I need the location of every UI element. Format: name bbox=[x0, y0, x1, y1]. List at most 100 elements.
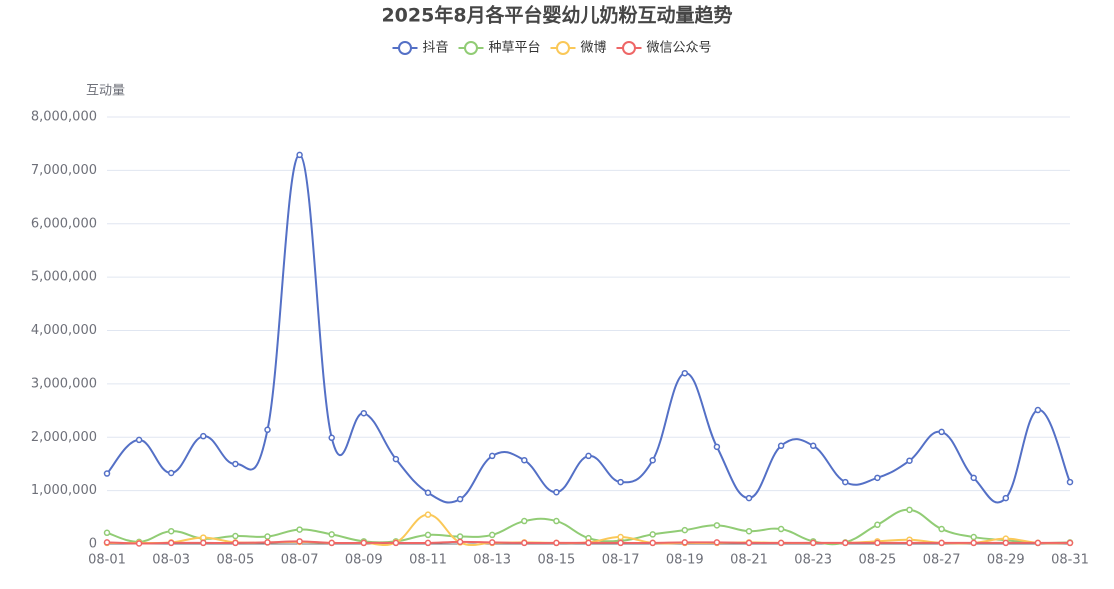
x-tick-label: 08-29 bbox=[987, 553, 1025, 568]
data-point bbox=[167, 469, 175, 477]
legend-icon[interactable] bbox=[622, 41, 636, 55]
data-point bbox=[167, 539, 175, 547]
data-point bbox=[456, 538, 464, 546]
data-point bbox=[424, 531, 432, 539]
data-point bbox=[938, 539, 945, 547]
x-tick-label: 08-27 bbox=[923, 553, 961, 568]
x-tick-label: 08-03 bbox=[152, 553, 190, 568]
y-tick-label: 6,000,000 bbox=[31, 216, 97, 231]
data-point bbox=[521, 539, 528, 547]
data-point bbox=[809, 539, 817, 547]
data-point bbox=[617, 539, 624, 547]
y-tick-label: 1,000,000 bbox=[31, 483, 97, 498]
data-point bbox=[1002, 539, 1010, 547]
data-point bbox=[424, 489, 432, 497]
data-point bbox=[232, 532, 239, 540]
data-point bbox=[681, 526, 689, 534]
data-point bbox=[103, 539, 111, 546]
data-point bbox=[681, 539, 689, 546]
data-point bbox=[777, 539, 785, 547]
data-point bbox=[585, 539, 592, 547]
x-tick-label: 08-15 bbox=[538, 553, 576, 568]
data-point bbox=[135, 540, 143, 547]
data-point bbox=[488, 452, 496, 460]
data-point bbox=[649, 539, 656, 547]
y-tick-label: 3,000,000 bbox=[31, 376, 97, 391]
x-tick-label: 08-05 bbox=[217, 553, 255, 568]
x-tick-label: 08-25 bbox=[859, 553, 897, 568]
data-point bbox=[874, 521, 881, 529]
data-point bbox=[488, 539, 496, 546]
data-point bbox=[809, 442, 817, 450]
y-tick-label: 8,000,000 bbox=[31, 110, 97, 125]
data-point bbox=[328, 531, 335, 538]
data-point bbox=[328, 434, 335, 442]
data-point bbox=[103, 470, 111, 477]
data-point bbox=[1002, 494, 1010, 502]
legend-label[interactable]: 种草平台 bbox=[489, 41, 541, 56]
legend-icon[interactable] bbox=[398, 41, 412, 55]
data-point bbox=[617, 533, 624, 541]
x-tick-label: 08-31 bbox=[1051, 553, 1089, 568]
x-tick-label: 08-17 bbox=[602, 553, 640, 568]
legend-icon[interactable] bbox=[556, 41, 570, 55]
data-point bbox=[103, 529, 111, 537]
data-point bbox=[713, 539, 721, 546]
y-tick-label: 7,000,000 bbox=[31, 163, 97, 178]
data-point bbox=[713, 522, 721, 529]
series-line bbox=[106, 153, 1071, 504]
data-point bbox=[649, 531, 656, 538]
data-point bbox=[938, 525, 945, 533]
data-point bbox=[906, 457, 913, 464]
data-point bbox=[360, 409, 368, 417]
data-point bbox=[392, 539, 400, 547]
data-point bbox=[392, 455, 400, 463]
data-point bbox=[424, 511, 432, 518]
x-tick-label: 08-21 bbox=[730, 553, 768, 568]
legend-label[interactable]: 微博 bbox=[581, 41, 607, 56]
data-point bbox=[200, 432, 207, 440]
legend-label[interactable]: 抖音 bbox=[423, 40, 449, 56]
data-point bbox=[521, 456, 528, 464]
data-point bbox=[874, 474, 881, 482]
data-point bbox=[1034, 406, 1042, 414]
data-point bbox=[296, 526, 303, 533]
data-point bbox=[777, 442, 785, 450]
data-point bbox=[874, 539, 881, 547]
data-point bbox=[745, 494, 753, 502]
data-point bbox=[617, 478, 624, 486]
x-tick-label: 08-11 bbox=[409, 553, 447, 568]
x-tick-label: 08-09 bbox=[345, 553, 383, 568]
data-point bbox=[200, 539, 207, 547]
data-point bbox=[777, 525, 785, 533]
data-point bbox=[906, 539, 913, 547]
data-point bbox=[553, 488, 560, 496]
data-point bbox=[970, 533, 977, 541]
data-point bbox=[938, 428, 945, 436]
data-point bbox=[264, 533, 271, 540]
data-point bbox=[456, 495, 464, 503]
data-point bbox=[713, 443, 721, 451]
data-point bbox=[842, 478, 849, 486]
y-tick-label: 4,000,000 bbox=[31, 323, 97, 338]
data-point bbox=[745, 539, 753, 547]
data-point bbox=[360, 539, 368, 547]
data-point bbox=[296, 538, 303, 545]
data-point bbox=[649, 456, 656, 464]
data-point bbox=[264, 539, 271, 546]
data-point bbox=[424, 539, 432, 547]
x-tick-label: 08-23 bbox=[794, 553, 832, 568]
data-point bbox=[167, 527, 175, 535]
data-point bbox=[521, 517, 528, 525]
legend-label[interactable]: 微信公众号 bbox=[647, 41, 712, 56]
data-point bbox=[232, 460, 239, 468]
data-point bbox=[906, 506, 913, 514]
legend-icon[interactable] bbox=[464, 41, 478, 55]
data-point bbox=[232, 539, 239, 547]
data-point bbox=[553, 539, 560, 547]
data-point bbox=[745, 527, 753, 535]
data-point bbox=[970, 539, 977, 547]
data-point bbox=[135, 436, 143, 444]
data-point bbox=[456, 533, 464, 540]
